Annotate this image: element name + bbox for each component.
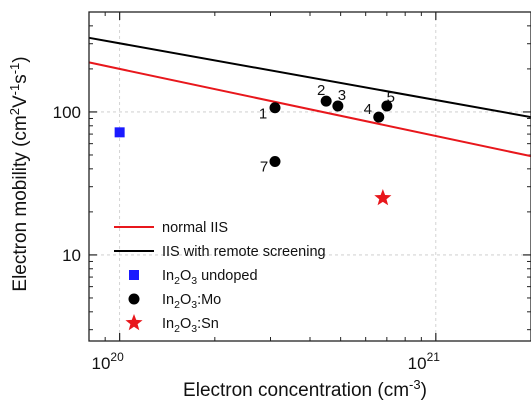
x-axis-label: Electron concentration (cm-3) (183, 377, 427, 401)
data-point-circle (373, 111, 385, 123)
x-tick-label: 1021 (408, 350, 441, 373)
series-line (88, 36, 531, 119)
data-point-circle (320, 95, 332, 107)
legend-swatch-square (129, 270, 139, 280)
y-tick-label: 10 (62, 246, 81, 265)
x-tick-label: 1020 (92, 350, 125, 373)
point-label: 3 (338, 87, 346, 104)
point-label: 5 (387, 89, 395, 106)
y-axis-label: Electron mobility (cm2V-1s-1) (7, 56, 31, 291)
data-point-circle (332, 100, 344, 112)
legend-swatch-circle (128, 293, 140, 305)
point-label: 1 (259, 106, 267, 123)
minor-ticks (88, 11, 531, 341)
series-line (88, 61, 531, 158)
legend-entry: In2O3:Mo (162, 292, 221, 311)
plot-frame (88, 11, 531, 342)
data-point-circle (269, 156, 281, 168)
legend-swatch-star (125, 314, 143, 331)
legend-entry: normal IIS (162, 220, 228, 236)
data-point-circle (269, 102, 281, 114)
axis-ticks: 1020 1021 10 100 (53, 12, 531, 373)
data-point-circle (381, 100, 393, 112)
point-label: 4 (364, 101, 372, 118)
legend-entry: In2O3:Sn (162, 316, 219, 335)
series-layer: 1 2 3 45 7 (88, 36, 531, 206)
legend: normal IIS IIS with remote screening In2O3… (114, 220, 326, 335)
legend-entry: In2O3 undoped (162, 268, 258, 287)
legend-entry: IIS with remote screening (162, 244, 326, 260)
data-point-star (374, 189, 392, 206)
point-label: 2 (317, 82, 325, 99)
point-label: 7 (260, 159, 268, 176)
y-tick-label: 100 (53, 103, 81, 122)
grid (89, 12, 531, 341)
data-point-square (114, 127, 125, 138)
